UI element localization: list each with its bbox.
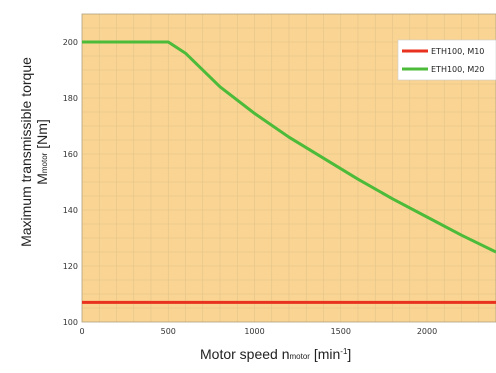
y-tick-labels: 100 120 140 160 180 200 — [63, 38, 78, 327]
y-axis-label-line2: Mmotor [Nm] — [34, 32, 53, 272]
y-axis-label-line1: Maximum transmissible torque — [18, 57, 34, 247]
x-tick-label: 2000 — [417, 327, 437, 336]
series-line — [82, 40, 496, 254]
x-tick-labels: 0 500 1000 1500 2000 — [79, 327, 437, 336]
y-axis-label-unit: [Nm] — [34, 119, 50, 153]
series-lines — [82, 40, 496, 304]
legend-label: ETH100, M10 — [431, 47, 484, 56]
x-tick-label: 500 — [161, 327, 176, 336]
y-axis-label-subscript: motor — [40, 152, 49, 174]
x-tick-label: 1500 — [331, 327, 351, 336]
x-axis-label-main: Motor speed n — [200, 346, 290, 362]
y-tick-label: 160 — [63, 150, 78, 159]
y-tick-label: 120 — [63, 262, 78, 271]
x-axis-label-unit-post: ] — [347, 346, 352, 362]
x-tick-label: 0 — [79, 327, 84, 336]
x-axis-label-unit-pre: [min — [309, 346, 341, 362]
y-tick-label: 200 — [63, 38, 78, 47]
legend-label: ETH100, M20 — [431, 65, 484, 74]
x-axis-label-subscript: motor — [289, 352, 310, 361]
x-axis-label: Motor speed nmotor [min-1] — [200, 346, 351, 362]
legend: ETH100, M10 ETH100, M20 — [397, 39, 496, 81]
x-tick-label: 1000 — [244, 327, 264, 336]
legend-box — [397, 39, 496, 81]
y-tick-label: 100 — [63, 318, 78, 327]
plot-frame — [81, 13, 496, 323]
x-axis-label-unit-sup: -1 — [340, 347, 348, 356]
grid — [82, 14, 496, 322]
y-tick-label: 180 — [63, 94, 78, 103]
y-axis-label-symbol: M — [34, 173, 50, 185]
y-tick-label: 140 — [63, 206, 78, 215]
